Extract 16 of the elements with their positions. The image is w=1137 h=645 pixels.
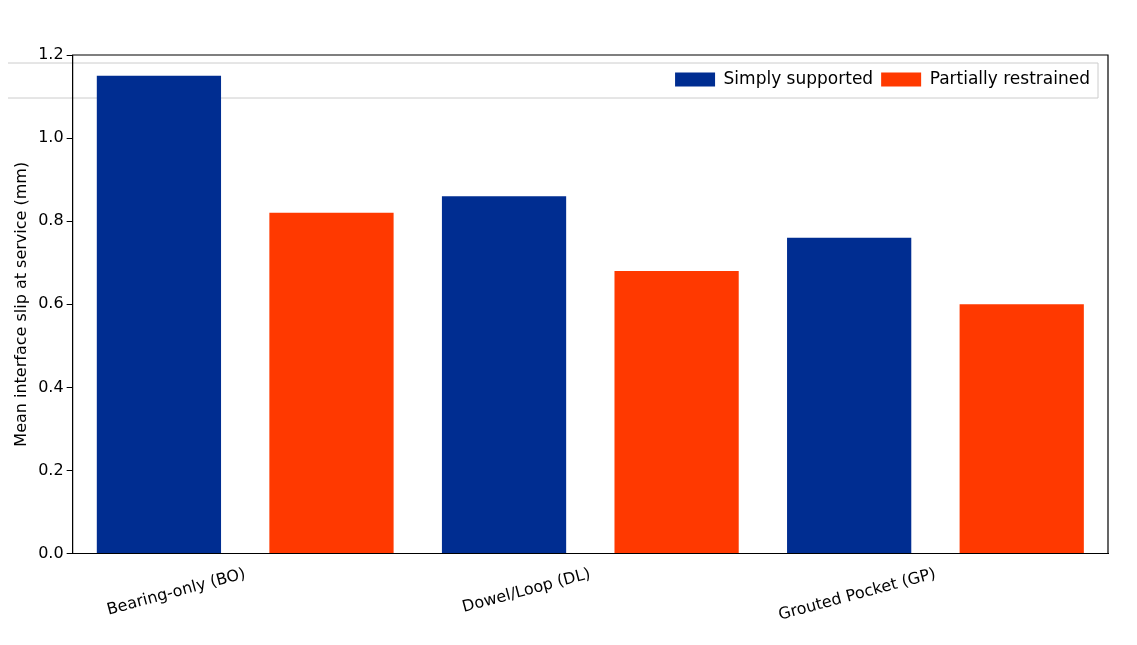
y-tick-label: 0.8	[38, 210, 64, 230]
y-tick-label: 1.0	[38, 127, 64, 147]
bar	[96, 75, 222, 554]
bar	[959, 304, 1084, 554]
y-tick-label: 1.2	[38, 44, 64, 64]
y-axis-title: Mean interface slip at service (mm)	[10, 161, 30, 447]
y-tick-label: 0.6	[38, 293, 64, 313]
bar	[614, 271, 739, 554]
legend-label: Partially restrained	[929, 67, 1091, 88]
y-tick-label: 0.0	[38, 542, 64, 562]
bar	[441, 196, 567, 554]
bar	[269, 212, 394, 554]
y-tick-label: 0.4	[38, 376, 64, 396]
bar	[787, 237, 912, 554]
y-tick-label: 0.2	[38, 459, 64, 479]
legend-label: Simply supported	[723, 67, 874, 88]
